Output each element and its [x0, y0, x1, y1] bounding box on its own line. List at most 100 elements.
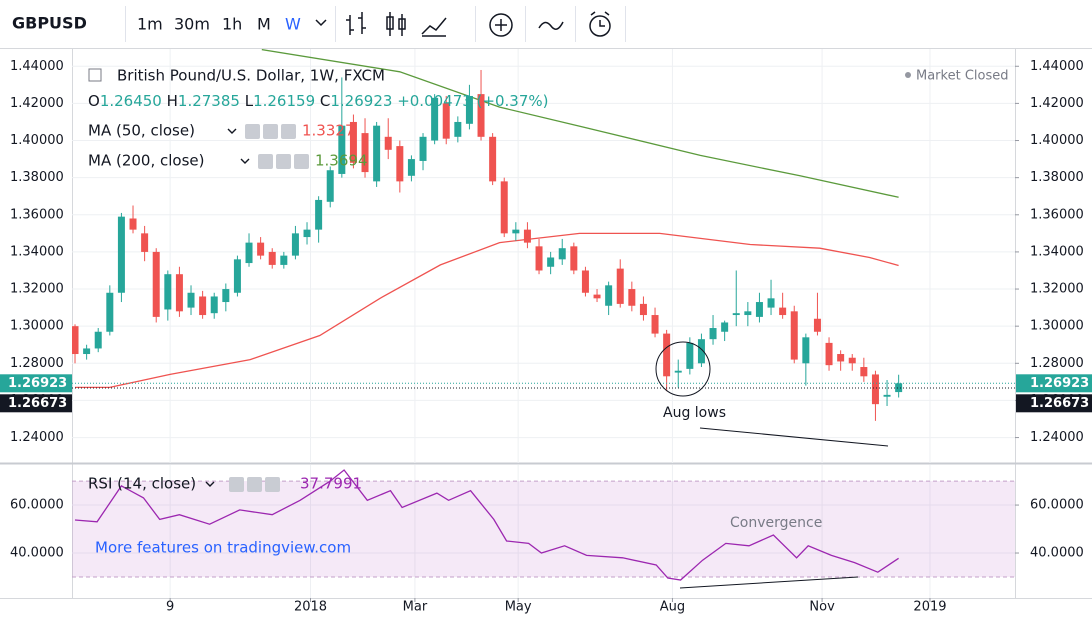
candle-body: [72, 326, 79, 355]
compare-icon[interactable]: [538, 21, 564, 30]
candle-body: [895, 383, 903, 393]
legend-button[interactable]: [276, 154, 291, 169]
candle-body: [744, 311, 752, 316]
candle-body: [593, 294, 601, 299]
indicator-name: MA (50, close): [88, 122, 195, 140]
candle-body: [222, 289, 230, 303]
ohlc-value: 1.26450: [100, 92, 162, 110]
candle-body: [871, 374, 879, 405]
interval[interactable]: 30m: [174, 15, 210, 34]
y-tick-label: 1.42000: [1030, 96, 1084, 111]
collapse-icon[interactable]: [88, 68, 102, 82]
candle-body: [152, 251, 160, 317]
price-tag: [1016, 394, 1092, 413]
y-tick-label: 1.40000: [1030, 133, 1084, 148]
y-tick-label: 1.30000: [10, 319, 64, 334]
x-tick-label: May: [505, 600, 532, 615]
y-tick-label: 1.36000: [10, 207, 64, 222]
y-tick-label: 1.44000: [1030, 59, 1084, 74]
candle-body: [431, 97, 439, 141]
indicators-icon[interactable]: [489, 13, 513, 37]
candle-body: [489, 136, 497, 182]
indicator-name: RSI (14, close): [88, 475, 196, 493]
y-tick-label: 1.24000: [1030, 430, 1084, 445]
candle-body: [373, 125, 381, 182]
candle-body: [233, 259, 241, 293]
interval-active[interactable]: W: [285, 15, 301, 34]
candle-body: [837, 354, 845, 362]
toolbar: [0, 0, 1092, 48]
watermark[interactable]: More features on tradingview.com: [95, 539, 351, 557]
x-tick-label: 2018: [294, 600, 327, 615]
candle-body: [651, 315, 659, 334]
candle-body: [442, 103, 450, 139]
candle-body: [303, 229, 311, 238]
legend-button[interactable]: [245, 124, 260, 139]
candle-body: [605, 285, 613, 306]
candle-body: [280, 255, 288, 265]
price-tag-label: 1.26923: [1030, 376, 1089, 391]
y-tick-label: 1.24000: [10, 430, 64, 445]
candle-body: [709, 328, 717, 340]
candle-body: [396, 146, 404, 182]
candle-body: [547, 257, 555, 267]
level-band: [72, 481, 1015, 578]
candle-body: [581, 270, 589, 293]
candle-body: [697, 339, 705, 364]
legend-button[interactable]: [294, 154, 309, 169]
y-tick-label: 1.44000: [10, 59, 64, 74]
symbol[interactable]: GBPUSD: [12, 14, 87, 33]
market-status: Market Closed: [916, 69, 1009, 84]
y-tick-label: 1.38000: [10, 170, 64, 185]
candle-body: [523, 229, 531, 243]
candle-body: [535, 246, 543, 271]
candle-body: [767, 298, 775, 308]
moving-average: [75, 232, 899, 389]
interval[interactable]: 1h: [222, 15, 242, 34]
change: +0.00473 (+0.37%): [397, 92, 548, 110]
candle-body: [558, 248, 566, 260]
y-tick-label: 40.0000: [10, 546, 64, 561]
price-tag: [1016, 374, 1092, 393]
alert-icon[interactable]: [589, 11, 611, 37]
legend-button[interactable]: [258, 154, 273, 169]
interval[interactable]: 1m: [137, 15, 163, 34]
moving-average: [261, 49, 899, 198]
y-tick-label: 1.34000: [10, 244, 64, 259]
y-tick-label: 60.0000: [10, 498, 64, 513]
ohlc-key: C: [320, 92, 330, 110]
dropdown-icon[interactable]: [240, 158, 250, 164]
candle-body: [790, 311, 798, 360]
indicator-value: 37.7991: [300, 475, 362, 493]
candle-body: [338, 125, 346, 174]
candle-body: [245, 242, 253, 264]
ohlc-value: 1.26159: [253, 92, 315, 110]
legend-button[interactable]: [281, 124, 296, 139]
bars-icon[interactable]: [346, 12, 366, 35]
price-tag: [0, 394, 72, 413]
legend-button[interactable]: [247, 477, 262, 492]
candles-icon[interactable]: [386, 12, 406, 36]
indicator-name: MA (200, close): [88, 152, 204, 170]
interval[interactable]: M: [257, 15, 271, 34]
candle-body: [175, 274, 183, 312]
candle-body: [848, 357, 856, 364]
area-icon[interactable]: [421, 17, 447, 37]
y-tick-label: 1.34000: [1030, 244, 1084, 259]
candle-body: [628, 289, 636, 306]
dropdown-icon[interactable]: [205, 481, 215, 487]
candle-body: [500, 181, 508, 234]
legend-button[interactable]: [263, 124, 278, 139]
candle-body: [813, 318, 821, 332]
legend-button[interactable]: [265, 477, 280, 492]
dropdown-icon[interactable]: [227, 128, 237, 134]
candle-body: [465, 95, 473, 124]
candle-body: [141, 233, 149, 252]
candle-body: [117, 216, 125, 293]
candle-body: [361, 133, 369, 173]
legend-button[interactable]: [229, 477, 244, 492]
y-tick-label: 1.38000: [1030, 170, 1084, 185]
dropdown-icon[interactable]: [315, 19, 327, 27]
